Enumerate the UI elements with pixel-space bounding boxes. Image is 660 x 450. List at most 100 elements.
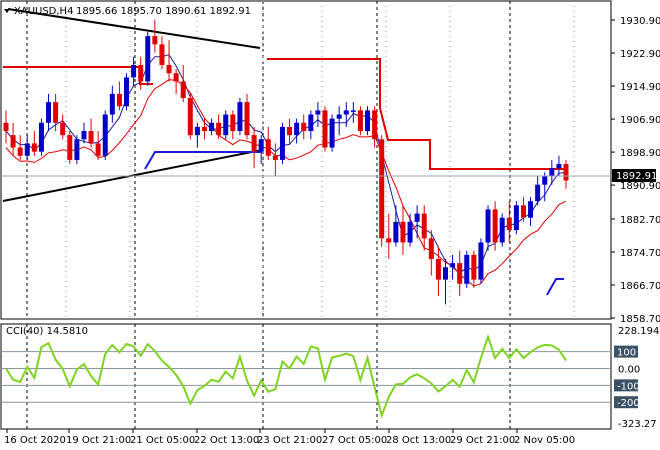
candle[interactable] xyxy=(435,246,441,297)
upper-trendline[interactable] xyxy=(7,8,261,49)
current-price-tag: 1892.91 xyxy=(612,169,657,182)
indicator-axis[interactable]: 228.194 100 0.00 -100 -200 -323.27 xyxy=(614,326,659,430)
candle[interactable] xyxy=(542,172,548,202)
candle[interactable] xyxy=(88,118,94,148)
candle[interactable] xyxy=(372,106,378,148)
candle[interactable] xyxy=(549,159,555,185)
candle[interactable] xyxy=(421,205,427,251)
candle[interactable] xyxy=(187,93,193,140)
candle[interactable] xyxy=(180,64,186,103)
candle[interactable] xyxy=(442,258,448,305)
candle[interactable] xyxy=(145,31,151,86)
candle[interactable] xyxy=(428,230,434,276)
candle[interactable] xyxy=(471,250,477,288)
main-pane[interactable] xyxy=(0,0,612,320)
candle[interactable] xyxy=(166,40,172,82)
candle[interactable] xyxy=(464,250,470,288)
candle[interactable] xyxy=(485,205,491,251)
candle[interactable] xyxy=(506,201,512,243)
candle[interactable] xyxy=(322,106,328,152)
candle[interactable] xyxy=(294,118,300,144)
candle[interactable] xyxy=(74,135,80,165)
candle-body xyxy=(74,139,80,160)
candle[interactable] xyxy=(194,122,200,148)
candle[interactable] xyxy=(414,205,420,239)
candle[interactable] xyxy=(81,122,87,144)
candle[interactable] xyxy=(24,135,30,160)
candle[interactable] xyxy=(450,254,456,280)
candle[interactable] xyxy=(116,81,122,111)
candle[interactable] xyxy=(336,106,342,136)
cci-tick-label: -200 xyxy=(617,398,640,409)
time-tick-label: 19 Oct 21:00 xyxy=(66,435,131,446)
candle[interactable] xyxy=(513,201,519,235)
cci-line[interactable] xyxy=(5,333,567,419)
candle[interactable] xyxy=(478,238,484,284)
dropdown-triangle-icon[interactable] xyxy=(4,9,10,13)
candle[interactable] xyxy=(31,131,37,156)
candle[interactable] xyxy=(46,93,52,132)
candle[interactable] xyxy=(393,205,399,247)
candle[interactable] xyxy=(138,56,144,90)
candle[interactable] xyxy=(230,110,236,140)
candle[interactable] xyxy=(287,118,293,144)
candle[interactable] xyxy=(216,114,222,140)
candle[interactable] xyxy=(301,114,307,140)
candle[interactable] xyxy=(563,159,569,189)
time-tick-label: 2 Nov 05:00 xyxy=(514,435,575,446)
candle[interactable] xyxy=(315,102,321,127)
candle-body xyxy=(485,209,491,243)
candle[interactable] xyxy=(173,69,179,94)
candle[interactable] xyxy=(53,93,59,132)
candle[interactable] xyxy=(17,135,23,160)
candle[interactable] xyxy=(350,102,356,123)
candle[interactable] xyxy=(457,250,463,297)
candle[interactable] xyxy=(109,85,115,123)
candle[interactable] xyxy=(343,102,349,127)
candlesticks[interactable] xyxy=(3,19,569,305)
candle-body xyxy=(556,164,562,169)
price-axis[interactable]: 1930.90 1922.90 1914.90 1906.90 1898.90 1890.… xyxy=(611,16,660,325)
candle[interactable] xyxy=(520,197,526,222)
candle[interactable] xyxy=(159,36,165,70)
candle[interactable] xyxy=(265,126,271,160)
candle[interactable] xyxy=(102,110,108,160)
candle[interactable] xyxy=(3,110,9,144)
candle[interactable] xyxy=(152,19,158,53)
candle[interactable] xyxy=(237,98,243,136)
candle[interactable] xyxy=(386,213,392,259)
candle[interactable] xyxy=(407,213,413,247)
candle[interactable] xyxy=(400,205,406,255)
candle[interactable] xyxy=(357,106,363,136)
candle-body xyxy=(520,205,526,218)
candle[interactable] xyxy=(60,114,66,140)
candle[interactable] xyxy=(67,131,73,165)
candle[interactable] xyxy=(209,118,215,136)
candle[interactable] xyxy=(528,197,534,226)
candle[interactable] xyxy=(95,131,101,160)
candle[interactable] xyxy=(251,126,257,169)
candle[interactable] xyxy=(223,110,229,140)
candle[interactable] xyxy=(329,114,335,152)
candle[interactable] xyxy=(556,155,562,177)
candle[interactable] xyxy=(279,122,285,165)
candle[interactable] xyxy=(38,118,44,156)
candle[interactable] xyxy=(244,93,250,140)
candle[interactable] xyxy=(499,213,505,247)
candle[interactable] xyxy=(365,106,371,136)
candle[interactable] xyxy=(492,201,498,251)
candle[interactable] xyxy=(201,118,207,140)
candle[interactable] xyxy=(10,122,16,156)
candle[interactable] xyxy=(379,135,385,247)
candle[interactable] xyxy=(258,135,264,165)
candle[interactable] xyxy=(131,56,137,86)
cci-tick-label: 228.194 xyxy=(618,326,659,337)
candle[interactable] xyxy=(124,73,130,111)
indicator-pane[interactable] xyxy=(0,323,612,430)
candle[interactable] xyxy=(272,143,278,177)
candle-body xyxy=(350,110,356,112)
candle[interactable] xyxy=(308,110,314,140)
candle[interactable] xyxy=(535,176,541,206)
